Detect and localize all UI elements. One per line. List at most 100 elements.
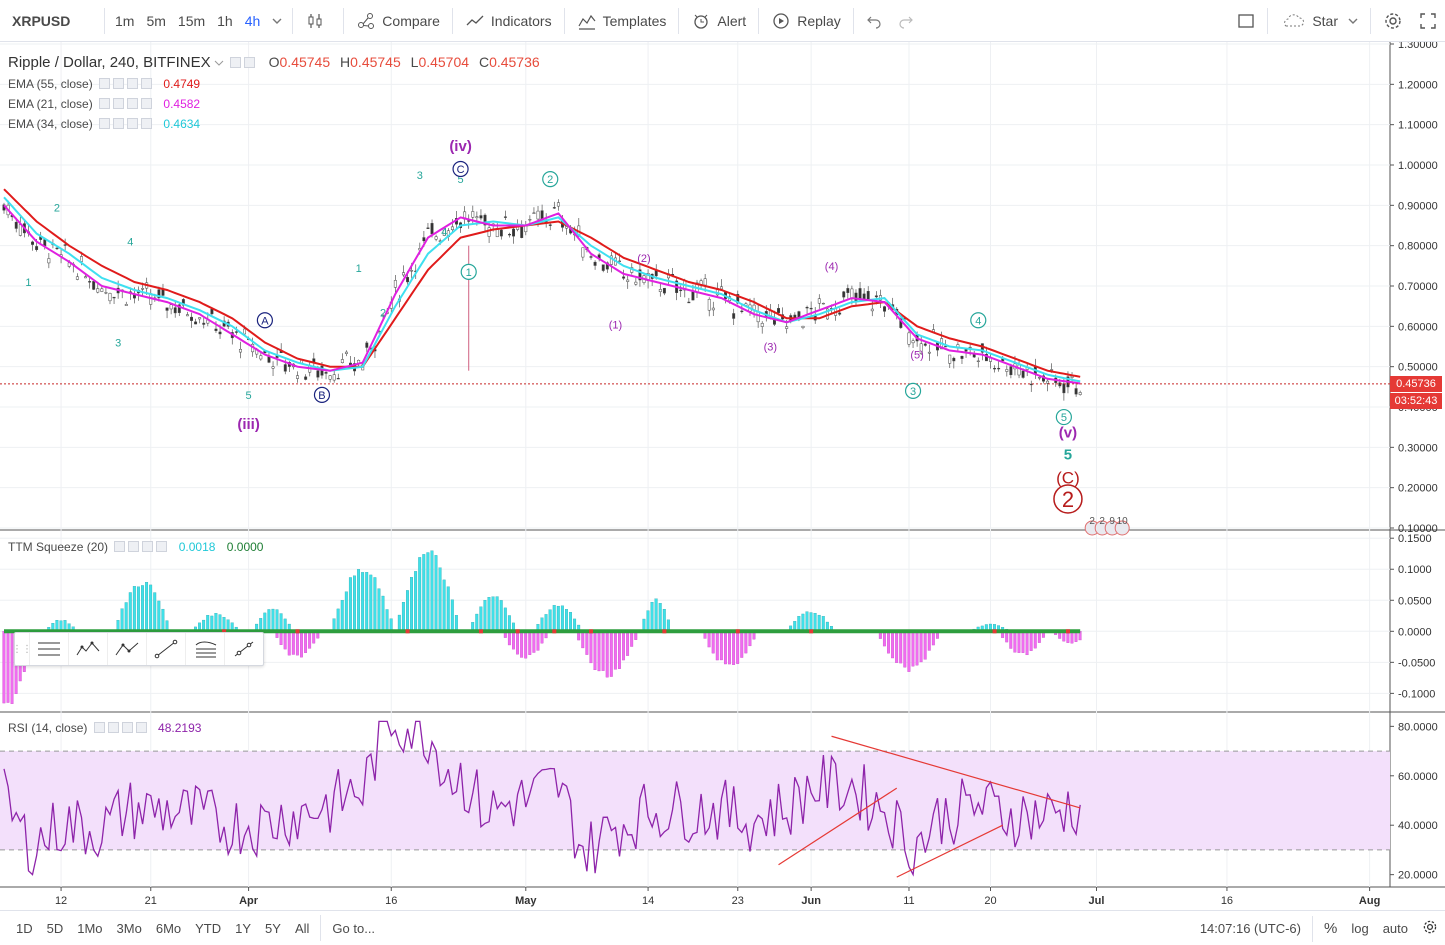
gear-icon[interactable] (128, 541, 140, 552)
squeeze-dot (589, 629, 594, 634)
alert-button[interactable]: Alert (683, 0, 754, 42)
plus-icon[interactable] (127, 98, 139, 109)
replay-button[interactable]: Replay (763, 0, 849, 42)
fullscreen-button[interactable] (1411, 0, 1445, 42)
percent-toggle[interactable]: % (1323, 920, 1338, 937)
auto-toggle[interactable]: auto (1382, 921, 1408, 936)
drag-handle[interactable]: ⋮⋮ (12, 643, 32, 655)
interval-15m[interactable]: 15m (177, 12, 206, 29)
candle-body (141, 288, 145, 290)
candle-body (732, 313, 736, 319)
time-tick-label: 16 (1221, 895, 1233, 907)
ttm-legend: TTM Squeeze (20) 0.0018 0.0000 (8, 540, 263, 554)
star-button[interactable]: Star (1272, 0, 1366, 42)
fullscreen-layout-button[interactable] (1229, 0, 1263, 42)
squeeze-bar (353, 575, 356, 632)
range-ytd[interactable]: YTD (195, 920, 222, 936)
range-6mo[interactable]: 6Mo (155, 920, 182, 936)
elliott-correction-tool[interactable] (107, 633, 146, 665)
interval-5m[interactable]: 5m (146, 12, 166, 29)
ttm-label[interactable]: TTM Squeeze (20) (8, 540, 109, 554)
chevron-down-icon[interactable] (214, 59, 224, 67)
close-icon[interactable] (141, 98, 153, 109)
interval-1h[interactable]: 1h (217, 12, 233, 29)
rsi-band (0, 751, 1390, 850)
range-1d[interactable]: 1D (16, 920, 33, 936)
squeeze-bar (1025, 631, 1029, 656)
candle-body (842, 291, 846, 298)
gear-icon[interactable] (244, 57, 256, 68)
compare-button[interactable]: Compare (348, 0, 448, 42)
squeeze-bar (141, 585, 144, 632)
eye-icon[interactable] (93, 722, 105, 733)
wave-label: 1 (25, 277, 31, 289)
range-1mo[interactable]: 1Mo (77, 920, 103, 936)
ema21-label[interactable]: EMA (21, close) (8, 97, 93, 111)
range-3mo[interactable]: 3Mo (116, 920, 142, 936)
series-ema55 (3, 188, 1081, 378)
pitchfork-tool[interactable] (185, 633, 224, 665)
eye-icon[interactable] (99, 98, 111, 109)
close-icon[interactable] (156, 541, 168, 552)
candle-body (756, 311, 760, 323)
rsi-label[interactable]: RSI (14, close) (8, 721, 88, 735)
close-icon[interactable] (141, 78, 153, 89)
candle-body (634, 281, 638, 285)
goto-button[interactable]: Go to... (332, 920, 376, 936)
chart-canvas[interactable]: 1.30000 1.20000 1.10000 1.00000 0.90000 0.800… (0, 42, 1445, 910)
interval-4h[interactable]: 4h (244, 12, 261, 29)
ema55-label[interactable]: EMA (55, close) (8, 77, 93, 91)
redo-button[interactable] (890, 0, 922, 42)
symbol-title[interactable]: Ripple / Dollar, 240, BITFINEX (8, 54, 211, 71)
plus-icon[interactable] (127, 118, 139, 129)
clock[interactable]: 14:07:16 (UTC-6) (1199, 921, 1301, 936)
undo-button[interactable] (858, 0, 890, 42)
eye-icon[interactable] (114, 541, 126, 552)
templates-button[interactable]: Templates (569, 0, 675, 42)
trendline-tool[interactable] (146, 633, 185, 665)
gear-icon[interactable] (107, 722, 119, 733)
interval-dropdown[interactable] (266, 0, 288, 42)
symbol-search[interactable]: XRPUSD (12, 12, 71, 29)
squeeze-bar (617, 631, 621, 669)
chart-style-button[interactable] (297, 0, 339, 42)
close-icon[interactable] (135, 722, 147, 733)
chart-area[interactable]: 1.30000 1.20000 1.10000 1.00000 0.90000 0.800… (0, 42, 1445, 910)
squeeze-bar (613, 631, 617, 670)
plus-icon[interactable] (127, 78, 139, 89)
gear-icon[interactable] (113, 98, 125, 109)
candle-body (601, 264, 605, 271)
squeeze-bar (1029, 631, 1033, 651)
price-tick-label: 0.90000 (1398, 200, 1438, 212)
ray-tool[interactable] (224, 633, 263, 665)
ema34-label[interactable]: EMA (34, close) (8, 117, 93, 131)
range-5d[interactable]: 5D (46, 920, 64, 936)
horizontal-lines-tool[interactable] (29, 633, 68, 665)
scale-settings-button[interactable] (1415, 919, 1445, 938)
gear-icon[interactable] (113, 118, 125, 129)
squeeze-bar (715, 631, 719, 661)
eye-icon[interactable] (99, 78, 111, 89)
eye-icon[interactable] (99, 118, 111, 129)
squeeze-bar (206, 615, 210, 632)
indicators-button[interactable]: Indicators (457, 0, 560, 42)
interval-1m[interactable]: 1m (115, 12, 135, 29)
wave-label: 3 (115, 338, 121, 350)
eye-icon[interactable] (230, 57, 242, 68)
plus-icon[interactable] (142, 541, 154, 552)
plus-icon[interactable] (121, 722, 133, 733)
close-icon[interactable] (141, 118, 153, 129)
gear-icon[interactable] (113, 78, 125, 89)
range-5y[interactable]: 5Y (265, 920, 281, 936)
templates-label: Templates (602, 12, 667, 29)
elliott-impulse-tool[interactable] (68, 633, 107, 665)
settings-button[interactable] (1375, 0, 1411, 42)
fib-icon (195, 641, 217, 658)
squeeze-bar (597, 631, 601, 672)
candle-body (707, 298, 711, 311)
range-1y[interactable]: 1Y (235, 920, 252, 936)
log-toggle[interactable]: log (1351, 921, 1369, 936)
range-all[interactable]: All (294, 920, 310, 936)
candle-body (181, 299, 185, 306)
lines-icon (38, 642, 60, 656)
